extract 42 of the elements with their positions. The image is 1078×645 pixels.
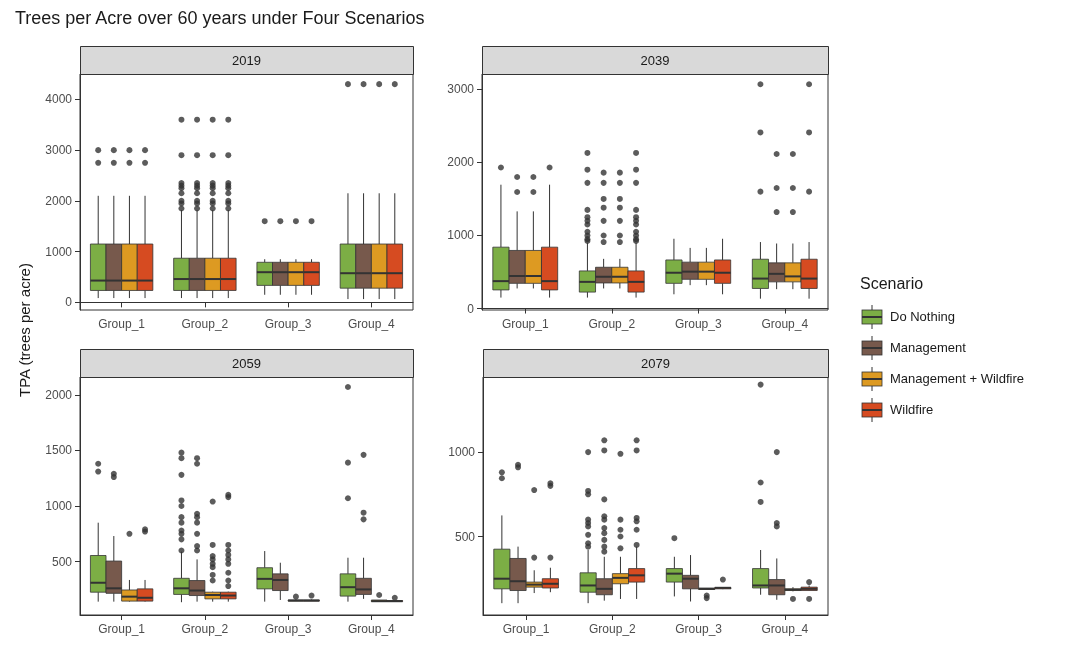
y-tick-label: 2000 [45,193,73,208]
y-tick-label: 3000 [447,82,475,97]
x-tick-label: Group_2 [589,622,637,636]
x-tick-label: Group_3 [674,317,722,331]
x-tick-label: Group_1 [502,622,550,636]
x-tick-label: Group_4 [348,622,396,636]
y-tick-label: 500 [51,554,73,569]
x-tick-label: Group_2 [181,317,229,331]
x-tick-label: Group_4 [761,622,809,636]
legend-label: Wildfire [890,402,934,417]
legend-label: Management + Wildfire [890,371,1025,386]
chart-title: 2079 [641,355,670,371]
y-tick-label: 0 [65,295,73,310]
y-tick-label: 1000 [447,228,475,243]
chart-subtitle: 2019 [232,52,261,68]
y-tick-label: 3000 [45,143,73,158]
legend-title: Scenario [860,275,925,293]
y-tick-label: 1500 [45,443,73,458]
y-axis-title: TPA (trees per acre) [16,263,33,397]
y-tick-label: 2000 [45,387,73,402]
x-tick-label: Group_1 [98,317,146,331]
legend-label: Do Nothing [890,309,956,324]
y-tick-label: 1000 [448,445,476,460]
x-tick-label: Group_1 [98,622,146,636]
x-tick-label: Group_4 [348,317,396,331]
y-tick-label: 1000 [45,499,73,514]
y-tick-label: 4000 [45,92,73,107]
x-tick-label: Group_2 [588,317,636,331]
legend-label: Management [890,340,966,355]
x-tick-label: Group_3 [675,622,723,636]
chart-title: 2059 [232,355,261,371]
x-tick-label: Group_2 [181,622,229,636]
y-tick-label: 0 [467,301,475,316]
chart-title: 2039 [640,52,670,68]
x-tick-label: Group_3 [264,317,312,331]
y-tick-label: 2000 [447,155,475,170]
x-tick-label: Group_1 [501,317,549,331]
y-tick-label: 1000 [45,244,73,259]
chart-title: Trees per Acre over 60 years under Four Scenarios [15,8,425,29]
y-tick-label: 500 [454,529,476,544]
x-tick-label: Group_3 [264,622,312,636]
x-tick-label: Group_4 [761,317,809,331]
